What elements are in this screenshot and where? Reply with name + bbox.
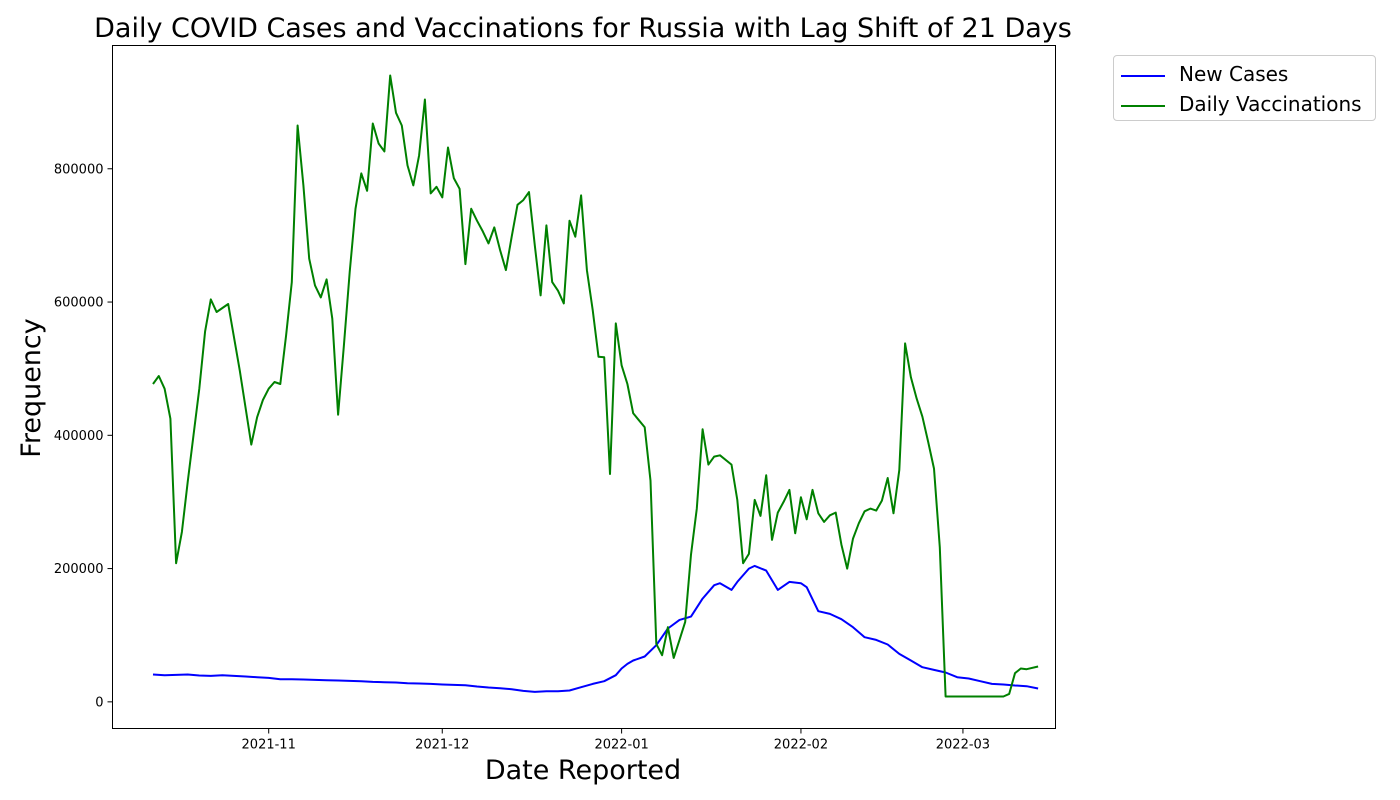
- y-tick-label: 0: [95, 695, 103, 710]
- legend-swatch-new-cases: [1121, 75, 1165, 77]
- y-axis-label: Frequency: [16, 318, 47, 458]
- series-line-daily-vaccinations: [152, 74, 1039, 698]
- legend-label-daily-vaccinations: Daily Vaccinations: [1179, 92, 1362, 116]
- y-tick-label: 600000: [54, 296, 104, 311]
- x-tick-label: 2021-11: [242, 738, 296, 753]
- x-axis: 2021-11 2021-12 2022-01 2022-02 2022-03: [242, 728, 990, 753]
- y-tick-label: 800000: [54, 162, 104, 177]
- plot-area: [152, 74, 1039, 698]
- series-line-new-cases: [152, 564, 1039, 693]
- y-tick-label: 200000: [54, 562, 104, 577]
- x-axis-label: Date Reported: [485, 755, 681, 786]
- legend-item-new-cases: New Cases: [1114, 59, 1375, 89]
- x-tick-label: 2022-02: [774, 738, 828, 753]
- chart-title: Daily COVID Cases and Vaccinations for R…: [94, 13, 1072, 44]
- plot-frame: [112, 45, 1056, 729]
- y-axis: 0 200000 400000 600000 800000: [54, 162, 113, 710]
- y-tick-label: 400000: [54, 429, 104, 444]
- x-tick-label: 2022-03: [936, 738, 990, 753]
- legend-label-new-cases: New Cases: [1179, 62, 1289, 86]
- x-tick-label: 2022-01: [594, 738, 648, 753]
- legend-swatch-daily-vaccinations: [1121, 105, 1165, 107]
- legend: New Cases Daily Vaccinations: [1113, 55, 1376, 121]
- legend-item-daily-vaccinations: Daily Vaccinations: [1114, 89, 1375, 119]
- x-tick-label: 2021-12: [415, 738, 469, 753]
